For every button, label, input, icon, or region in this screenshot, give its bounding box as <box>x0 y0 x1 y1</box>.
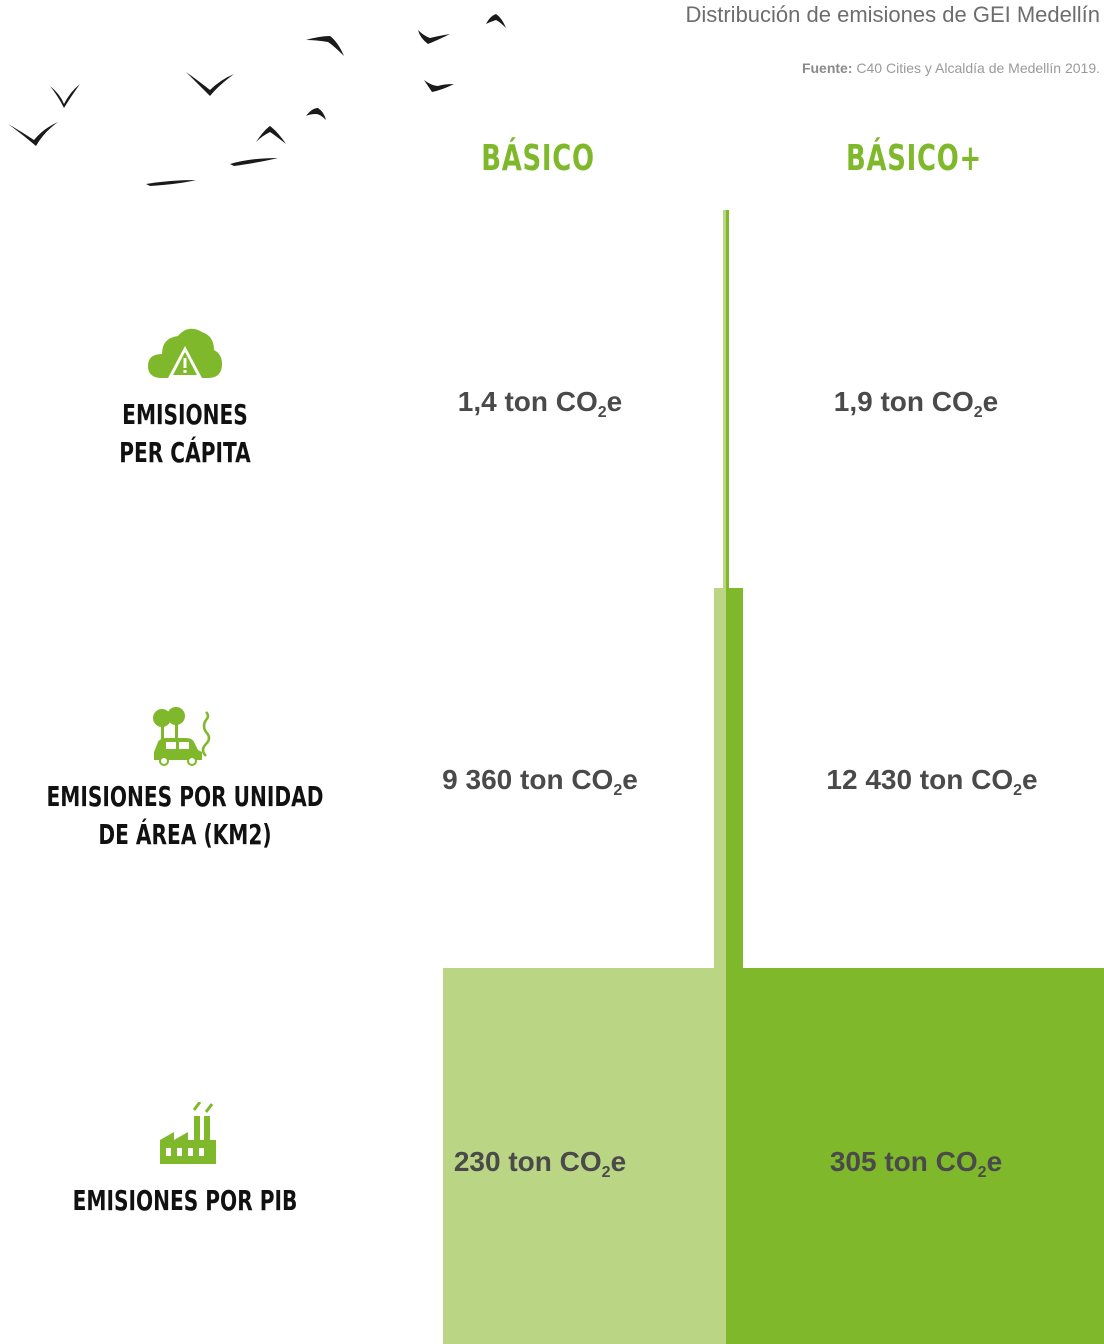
bar-basico-per-gdp <box>443 968 726 1344</box>
data-label-basico-plus-per-area: 12 430 ton CO2e <box>826 764 1038 799</box>
data-label-basico-plus-per-capita: 1,9 ton CO2e <box>833 386 999 421</box>
row-label-per-gdp: EMISIONES POR PIB <box>41 1182 329 1220</box>
data-label-basico-per-gdp: 230 ton CO2e <box>453 1146 627 1181</box>
source-note: Fuente: C40 Cities y Alcaldía de Medellí… <box>802 60 1100 76</box>
chart-title: Distribución de emisiones de GEI Medellí… <box>685 2 1100 27</box>
bar-basico-plus-per-area <box>726 588 743 968</box>
factory-icon <box>160 1102 216 1164</box>
data-label-basico-per-area: 9 360 ton CO2e <box>442 764 638 799</box>
row-label-line: EMISIONES POR UNIDAD <box>46 780 324 813</box>
column-header-basico-plus: BÁSICO+ <box>846 138 982 179</box>
row-label-per-area: EMISIONES POR UNIDAD DE ÁREA (KM2) <box>41 778 329 854</box>
bar-basico-per-area <box>714 588 726 968</box>
bar-basico-plus-per-capita <box>726 210 729 588</box>
source-text: C40 Cities y Alcaldía de Medellín 2019. <box>856 60 1100 76</box>
flying-birds-icon <box>8 14 506 186</box>
source-label: Fuente: <box>801 60 853 76</box>
row-label-line: EMISIONES POR PIB <box>72 1184 298 1217</box>
cloud-warning-icon <box>148 328 222 378</box>
column-header-basico: BÁSICO <box>481 138 595 179</box>
data-label-basico-per-capita: 1,4 ton CO2e <box>457 386 623 421</box>
row-label-line: PER CÁPITA <box>119 436 251 469</box>
bar-basico-per-capita <box>723 210 726 588</box>
data-label-basico-plus-per-gdp: 305 ton CO2e <box>829 1146 1003 1181</box>
bar-basico-plus-per-gdp <box>726 968 1104 1344</box>
row-label-line: DE ÁREA (KM2) <box>98 818 272 851</box>
row-label-per-capita: EMISIONES PER CÁPITA <box>41 396 329 472</box>
row-label-line: EMISIONES <box>122 398 248 431</box>
car-trees-pollution-icon <box>153 707 211 766</box>
